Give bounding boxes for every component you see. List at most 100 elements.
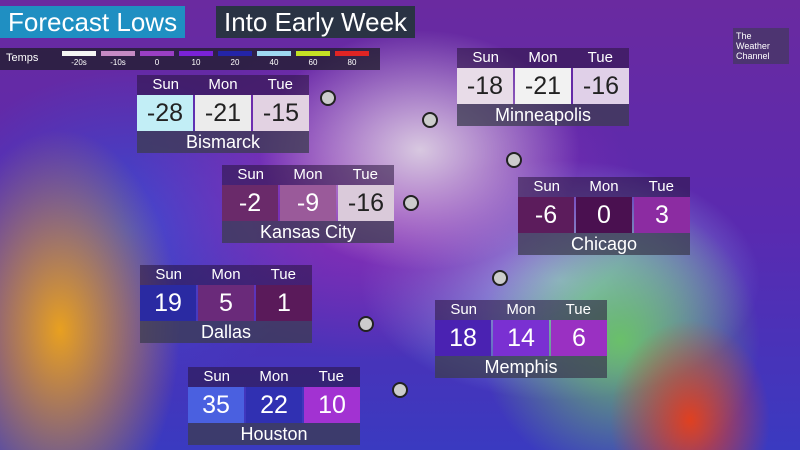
- legend-tick: 0: [154, 58, 160, 67]
- temp-cell: 10: [304, 387, 360, 423]
- city-dot: [506, 152, 522, 168]
- legend-tick: 80: [347, 58, 357, 67]
- temp-cell: -2: [222, 185, 278, 221]
- temp-cell: -15: [253, 95, 309, 131]
- city-name: Chicago: [518, 233, 690, 255]
- temp-cell: -16: [338, 185, 394, 221]
- temp-row: 18 14 6: [435, 320, 607, 356]
- day-label: Mon: [259, 368, 289, 385]
- day-row: Sun Mon Tue: [188, 367, 360, 387]
- logo: The Weather Channel: [733, 28, 789, 64]
- city-card: Sun Mon Tue -2 -9 -16 Kansas City: [222, 165, 394, 243]
- legend-tick: -20s: [71, 58, 87, 67]
- day-label: Tue: [648, 178, 674, 195]
- temp-cell: -28: [137, 95, 193, 131]
- day-row: Sun Mon Tue: [137, 75, 309, 95]
- temp-cell: 1: [256, 285, 312, 321]
- city-name: Bismarck: [137, 131, 309, 153]
- day-row: Sun Mon Tue: [435, 300, 607, 320]
- city-dot: [392, 382, 408, 398]
- city-card: Sun Mon Tue -6 0 3 Chicago: [518, 177, 690, 255]
- day-label: Tue: [587, 49, 613, 66]
- logo-line: Channel: [736, 51, 770, 61]
- city-dot: [422, 112, 438, 128]
- temp-row: 19 5 1: [140, 285, 312, 321]
- day-label: Sun: [203, 368, 231, 385]
- legend-tick: 20: [230, 58, 240, 67]
- day-label: Tue: [565, 301, 591, 318]
- day-row: Sun Mon Tue: [457, 48, 629, 68]
- temp-row: 35 22 10: [188, 387, 360, 423]
- city-name: Kansas City: [222, 221, 394, 243]
- temp-cell: 3: [634, 197, 690, 233]
- day-label: Tue: [318, 368, 344, 385]
- legend-label: Temps: [6, 52, 39, 64]
- temp-cell: 18: [435, 320, 491, 356]
- legend-swatch: [218, 51, 252, 56]
- temp-cell: 19: [140, 285, 196, 321]
- legend-swatch: [257, 51, 291, 56]
- city-name: Minneapolis: [457, 104, 629, 126]
- legend-tick: 10: [191, 58, 201, 67]
- legend-tick: -10s: [110, 58, 126, 67]
- logo-line: The: [736, 31, 752, 41]
- day-label: Mon: [293, 166, 323, 183]
- legend-tick: 40: [269, 58, 279, 67]
- legend-swatch: [101, 51, 135, 56]
- city-card: Sun Mon Tue -28 -21 -15 Bismarck: [137, 75, 309, 153]
- day-row: Sun Mon Tue: [140, 265, 312, 285]
- city-card: Sun Mon Tue 19 5 1 Dallas: [140, 265, 312, 343]
- temp-row: -28 -21 -15: [137, 95, 309, 131]
- day-label: Mon: [506, 301, 536, 318]
- day-label: Mon: [589, 178, 619, 195]
- day-label: Sun: [533, 178, 561, 195]
- day-label: Mon: [211, 266, 241, 283]
- day-row: Sun Mon Tue: [222, 165, 394, 185]
- city-dot: [358, 316, 374, 332]
- legend-swatch: [296, 51, 330, 56]
- city-card: Sun Mon Tue 35 22 10 Houston: [188, 367, 360, 445]
- day-label: Sun: [237, 166, 265, 183]
- temp-cell: -9: [280, 185, 336, 221]
- day-label: Mon: [528, 49, 558, 66]
- temp-cell: 35: [188, 387, 244, 423]
- temp-cell: -21: [515, 68, 571, 104]
- temp-cell: -6: [518, 197, 574, 233]
- city-dot: [403, 195, 419, 211]
- city-name: Dallas: [140, 321, 312, 343]
- temp-row: -6 0 3: [518, 197, 690, 233]
- city-card: Sun Mon Tue 18 14 6 Memphis: [435, 300, 607, 378]
- day-label: Mon: [208, 76, 238, 93]
- city-dot: [492, 270, 508, 286]
- legend-swatch: [140, 51, 174, 56]
- legend: Temps -20s -10s 0 10 20 40 60 80: [0, 48, 380, 70]
- temp-cell: -21: [195, 95, 251, 131]
- temp-cell: 14: [493, 320, 549, 356]
- day-label: Tue: [270, 266, 296, 283]
- day-label: Sun: [152, 76, 180, 93]
- legend-swatch: [335, 51, 369, 56]
- day-label: Tue: [352, 166, 378, 183]
- city-name: Memphis: [435, 356, 607, 378]
- day-label: Sun: [472, 49, 500, 66]
- temp-cell: 22: [246, 387, 302, 423]
- temp-cell: 0: [576, 197, 632, 233]
- subtitle: Into Early Week: [216, 6, 416, 38]
- logo-line: Weather: [736, 41, 770, 51]
- day-label: Sun: [450, 301, 478, 318]
- temp-cell: 6: [551, 320, 607, 356]
- day-label: Sun: [155, 266, 183, 283]
- day-label: Tue: [267, 76, 293, 93]
- temp-row: -18 -21 -16: [457, 68, 629, 104]
- city-dot: [320, 90, 336, 106]
- city-card: Sun Mon Tue -18 -21 -16 Minneapolis: [457, 48, 629, 126]
- city-name: Houston: [188, 423, 360, 445]
- temp-cell: -18: [457, 68, 513, 104]
- title: Forecast Lows: [0, 6, 186, 38]
- temp-cell: -16: [573, 68, 629, 104]
- day-row: Sun Mon Tue: [518, 177, 690, 197]
- legend-swatch: [62, 51, 96, 56]
- legend-tick: 60: [308, 58, 318, 67]
- temp-row: -2 -9 -16: [222, 185, 394, 221]
